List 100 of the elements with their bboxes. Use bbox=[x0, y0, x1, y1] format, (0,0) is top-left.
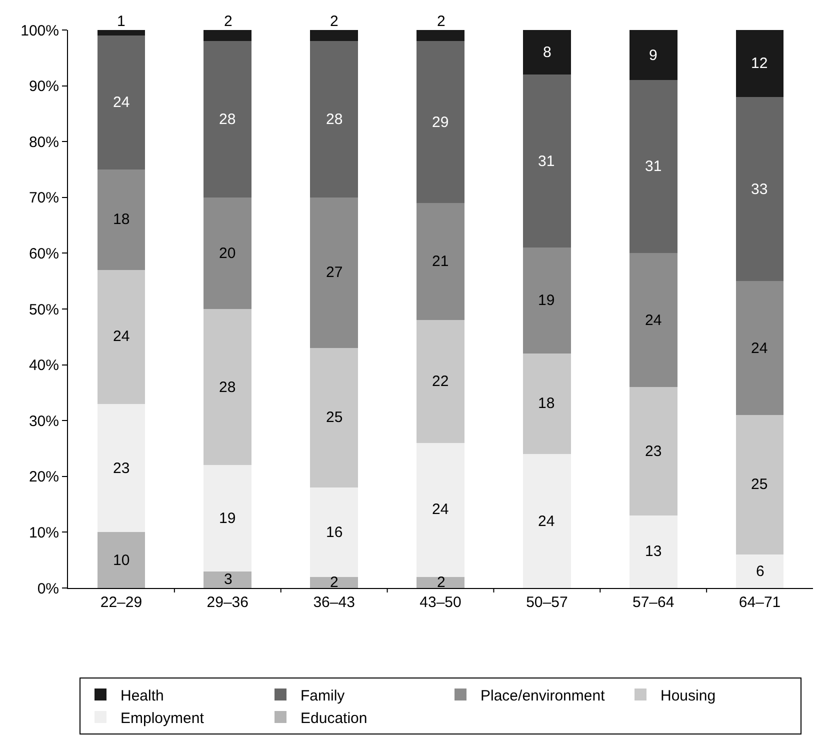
bar bbox=[204, 30, 252, 42]
data-label: 9 bbox=[649, 47, 658, 64]
bar bbox=[522, 248, 571, 354]
bar bbox=[629, 253, 678, 388]
y-tick-label: 100% bbox=[20, 22, 59, 40]
data-label: 31 bbox=[538, 153, 555, 170]
x-tick-label: 50–57 bbox=[526, 594, 568, 611]
y-tick-label: 50% bbox=[28, 301, 59, 318]
bar bbox=[204, 465, 252, 572]
x-tick-label: 43–50 bbox=[420, 594, 462, 611]
bar bbox=[97, 170, 146, 270]
bar bbox=[736, 554, 784, 588]
data-label: 28 bbox=[219, 379, 236, 396]
bar bbox=[629, 515, 678, 588]
bar bbox=[629, 30, 678, 80]
data-label: 28 bbox=[326, 111, 343, 128]
data-label: 2 bbox=[437, 574, 446, 591]
x-tick-label: 22–29 bbox=[100, 594, 142, 611]
bar bbox=[522, 354, 571, 454]
data-label: 24 bbox=[113, 94, 130, 111]
y-tick-label: 30% bbox=[28, 412, 59, 430]
y-tick-label: 60% bbox=[28, 245, 59, 262]
x-tick-label: 36–43 bbox=[313, 594, 355, 611]
x-tick-label: 57–64 bbox=[632, 594, 674, 611]
bar bbox=[416, 30, 464, 42]
data-label: 6 bbox=[756, 563, 764, 580]
bar bbox=[204, 571, 252, 588]
data-label: 2 bbox=[437, 13, 446, 30]
data-label: 12 bbox=[751, 55, 768, 72]
y-tick-label: 40% bbox=[28, 357, 59, 374]
data-label: 31 bbox=[645, 158, 662, 175]
bar bbox=[736, 96, 784, 282]
data-label: 8 bbox=[543, 44, 552, 61]
bar bbox=[97, 532, 146, 588]
bar bbox=[97, 270, 146, 404]
data-label: 23 bbox=[645, 443, 662, 460]
data-label: 23 bbox=[113, 460, 130, 477]
data-label: 2 bbox=[224, 13, 232, 30]
bar bbox=[736, 415, 784, 555]
x-tick-label: 64–71 bbox=[738, 594, 781, 611]
bar bbox=[416, 576, 464, 588]
bar bbox=[522, 454, 571, 588]
bar bbox=[416, 320, 464, 443]
bar bbox=[310, 576, 358, 588]
bar bbox=[629, 387, 678, 516]
data-label: 19 bbox=[538, 292, 555, 309]
legend-label: Education bbox=[300, 710, 368, 727]
legend-label: Employment bbox=[120, 710, 205, 727]
legend-label: Housing bbox=[660, 687, 716, 704]
data-label: 27 bbox=[326, 264, 343, 281]
bar bbox=[310, 41, 358, 198]
bar bbox=[522, 30, 571, 75]
data-label: 33 bbox=[751, 181, 768, 198]
bar bbox=[310, 348, 358, 488]
y-tick-label: 0% bbox=[37, 580, 59, 598]
data-label: 24 bbox=[538, 513, 555, 530]
bar bbox=[522, 74, 571, 248]
y-tick-label: 20% bbox=[28, 468, 59, 486]
data-label: 24 bbox=[113, 328, 130, 345]
bar bbox=[416, 202, 464, 320]
data-label: 25 bbox=[751, 476, 768, 493]
bar bbox=[310, 197, 358, 348]
data-label: 10 bbox=[113, 552, 130, 569]
y-tick-label: 90% bbox=[28, 78, 59, 96]
bar bbox=[736, 30, 784, 97]
bar bbox=[204, 197, 252, 309]
data-label: 1 bbox=[117, 13, 126, 30]
bar bbox=[416, 442, 464, 577]
bar bbox=[97, 404, 146, 532]
data-label: 29 bbox=[432, 114, 449, 131]
bar bbox=[736, 281, 784, 416]
data-label: 24 bbox=[751, 340, 768, 357]
data-label: 16 bbox=[326, 524, 343, 541]
data-label: 2 bbox=[330, 574, 338, 591]
bar bbox=[629, 80, 678, 254]
y-tick-label: 80% bbox=[28, 134, 59, 151]
data-label: 22 bbox=[432, 373, 449, 390]
bar bbox=[204, 309, 252, 466]
bar bbox=[97, 36, 146, 170]
y-tick-label: 10% bbox=[28, 524, 59, 542]
x-tick-label: 29–36 bbox=[206, 594, 248, 611]
data-label: 24 bbox=[645, 312, 662, 329]
data-label: 18 bbox=[113, 211, 130, 228]
bar bbox=[310, 30, 358, 42]
legend-label: Family bbox=[300, 687, 346, 704]
data-label: 20 bbox=[219, 245, 236, 262]
legend-label: Place/environment bbox=[480, 687, 606, 704]
bar bbox=[416, 41, 464, 203]
data-label: 13 bbox=[645, 543, 662, 560]
data-label: 25 bbox=[326, 409, 343, 426]
bar bbox=[97, 30, 146, 36]
bar bbox=[310, 488, 358, 577]
data-label: 19 bbox=[219, 510, 236, 527]
data-label: 24 bbox=[432, 501, 449, 518]
bar bbox=[204, 41, 252, 198]
data-label: 21 bbox=[432, 253, 449, 270]
y-tick-label: 70% bbox=[28, 190, 59, 207]
data-label: 18 bbox=[538, 395, 555, 412]
data-label: 2 bbox=[330, 13, 338, 30]
data-label: 28 bbox=[219, 111, 236, 128]
